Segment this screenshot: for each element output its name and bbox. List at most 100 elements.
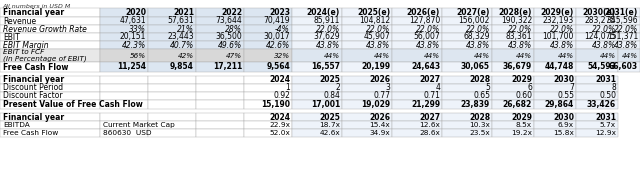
Bar xyxy=(492,33,534,41)
Text: 2025: 2025 xyxy=(319,75,340,84)
Text: 30,065: 30,065 xyxy=(461,63,490,72)
Text: 43.8%: 43.8% xyxy=(592,40,616,49)
Text: EBIT Margin: EBIT Margin xyxy=(3,40,49,49)
Text: 44%: 44% xyxy=(622,52,638,59)
Bar xyxy=(342,8,392,17)
Bar xyxy=(0,76,100,84)
Text: 2026: 2026 xyxy=(369,112,390,121)
Text: 2027(e): 2027(e) xyxy=(456,8,490,17)
Text: 151,371: 151,371 xyxy=(607,33,638,42)
Text: 32%: 32% xyxy=(274,52,290,59)
Bar xyxy=(196,76,244,84)
Text: 2027: 2027 xyxy=(419,112,440,121)
Text: 15,190: 15,190 xyxy=(261,100,290,109)
Text: 43.8%: 43.8% xyxy=(466,40,490,49)
Bar xyxy=(0,113,100,121)
Bar xyxy=(244,100,292,109)
Text: 44%: 44% xyxy=(600,52,616,59)
Text: 22.0%: 22.0% xyxy=(508,24,532,33)
Bar xyxy=(196,92,244,100)
Text: 34.9x: 34.9x xyxy=(369,130,390,136)
Bar xyxy=(244,92,292,100)
Bar xyxy=(492,62,534,72)
Bar xyxy=(100,8,148,17)
Text: EBIT to FCF
(In Percentage of EBIT): EBIT to FCF (In Percentage of EBIT) xyxy=(3,49,87,62)
Bar xyxy=(534,17,576,25)
Bar xyxy=(618,33,640,41)
Text: 283,275: 283,275 xyxy=(585,17,616,26)
Bar xyxy=(618,41,640,49)
Text: Free Cash Flow: Free Cash Flow xyxy=(3,63,68,72)
Bar xyxy=(100,49,148,62)
Text: 190,322: 190,322 xyxy=(500,17,532,26)
Bar xyxy=(342,129,392,137)
Text: 2029: 2029 xyxy=(511,112,532,121)
Bar xyxy=(244,113,292,121)
Text: 44,748: 44,748 xyxy=(545,63,574,72)
Text: 44%: 44% xyxy=(374,52,390,59)
Text: 57,631: 57,631 xyxy=(168,17,194,26)
Text: Discount Factor: Discount Factor xyxy=(3,91,63,100)
Bar xyxy=(392,41,442,49)
Text: 2021: 2021 xyxy=(173,8,194,17)
Text: 3: 3 xyxy=(385,84,390,93)
Text: 44%: 44% xyxy=(324,52,340,59)
Text: 15.4x: 15.4x xyxy=(369,122,390,128)
Bar xyxy=(148,8,196,17)
Bar xyxy=(442,25,492,33)
Bar xyxy=(576,17,618,25)
Text: 40.7%: 40.7% xyxy=(170,40,194,49)
Bar xyxy=(292,25,342,33)
Bar xyxy=(442,84,492,92)
Bar xyxy=(492,25,534,33)
Bar xyxy=(100,25,148,33)
Text: 2022: 2022 xyxy=(221,8,242,17)
Bar xyxy=(148,84,196,92)
Text: 22.0%: 22.0% xyxy=(592,24,616,33)
Bar xyxy=(534,62,576,72)
Text: 2020: 2020 xyxy=(125,8,146,17)
Bar xyxy=(292,62,342,72)
Bar xyxy=(576,129,618,137)
Bar xyxy=(0,100,100,109)
Bar xyxy=(148,92,196,100)
Bar xyxy=(392,121,442,129)
Text: 2031(e): 2031(e) xyxy=(605,8,638,17)
Text: 44%: 44% xyxy=(516,52,532,59)
Bar xyxy=(392,17,442,25)
Text: 2028: 2028 xyxy=(469,112,490,121)
Bar xyxy=(618,25,640,33)
Bar xyxy=(196,129,244,137)
Bar xyxy=(100,92,148,100)
Bar xyxy=(618,8,640,17)
Text: 0.92: 0.92 xyxy=(273,91,290,100)
Bar xyxy=(0,41,100,49)
Bar xyxy=(576,62,618,72)
Bar xyxy=(292,33,342,41)
Text: 5.7x: 5.7x xyxy=(600,122,616,128)
Text: 22.0%: 22.0% xyxy=(614,24,638,33)
Text: 232,193: 232,193 xyxy=(543,17,574,26)
Text: 17,001: 17,001 xyxy=(311,100,340,109)
Bar xyxy=(442,92,492,100)
Bar xyxy=(292,17,342,25)
Bar xyxy=(576,76,618,84)
Text: 52.0x: 52.0x xyxy=(269,130,290,136)
Bar xyxy=(392,62,442,72)
Bar xyxy=(576,25,618,33)
Text: 4: 4 xyxy=(435,84,440,93)
Text: 15.8x: 15.8x xyxy=(553,130,574,136)
Bar xyxy=(618,49,640,62)
Bar xyxy=(0,62,100,72)
Bar xyxy=(534,41,576,49)
Text: 20,199: 20,199 xyxy=(361,63,390,72)
Text: 19,029: 19,029 xyxy=(361,100,390,109)
Bar xyxy=(392,49,442,62)
Text: 10.3x: 10.3x xyxy=(469,122,490,128)
Bar xyxy=(618,17,640,25)
Text: 5: 5 xyxy=(485,84,490,93)
Bar xyxy=(0,8,100,17)
Bar xyxy=(442,8,492,17)
Bar xyxy=(576,33,618,41)
Bar xyxy=(492,92,534,100)
